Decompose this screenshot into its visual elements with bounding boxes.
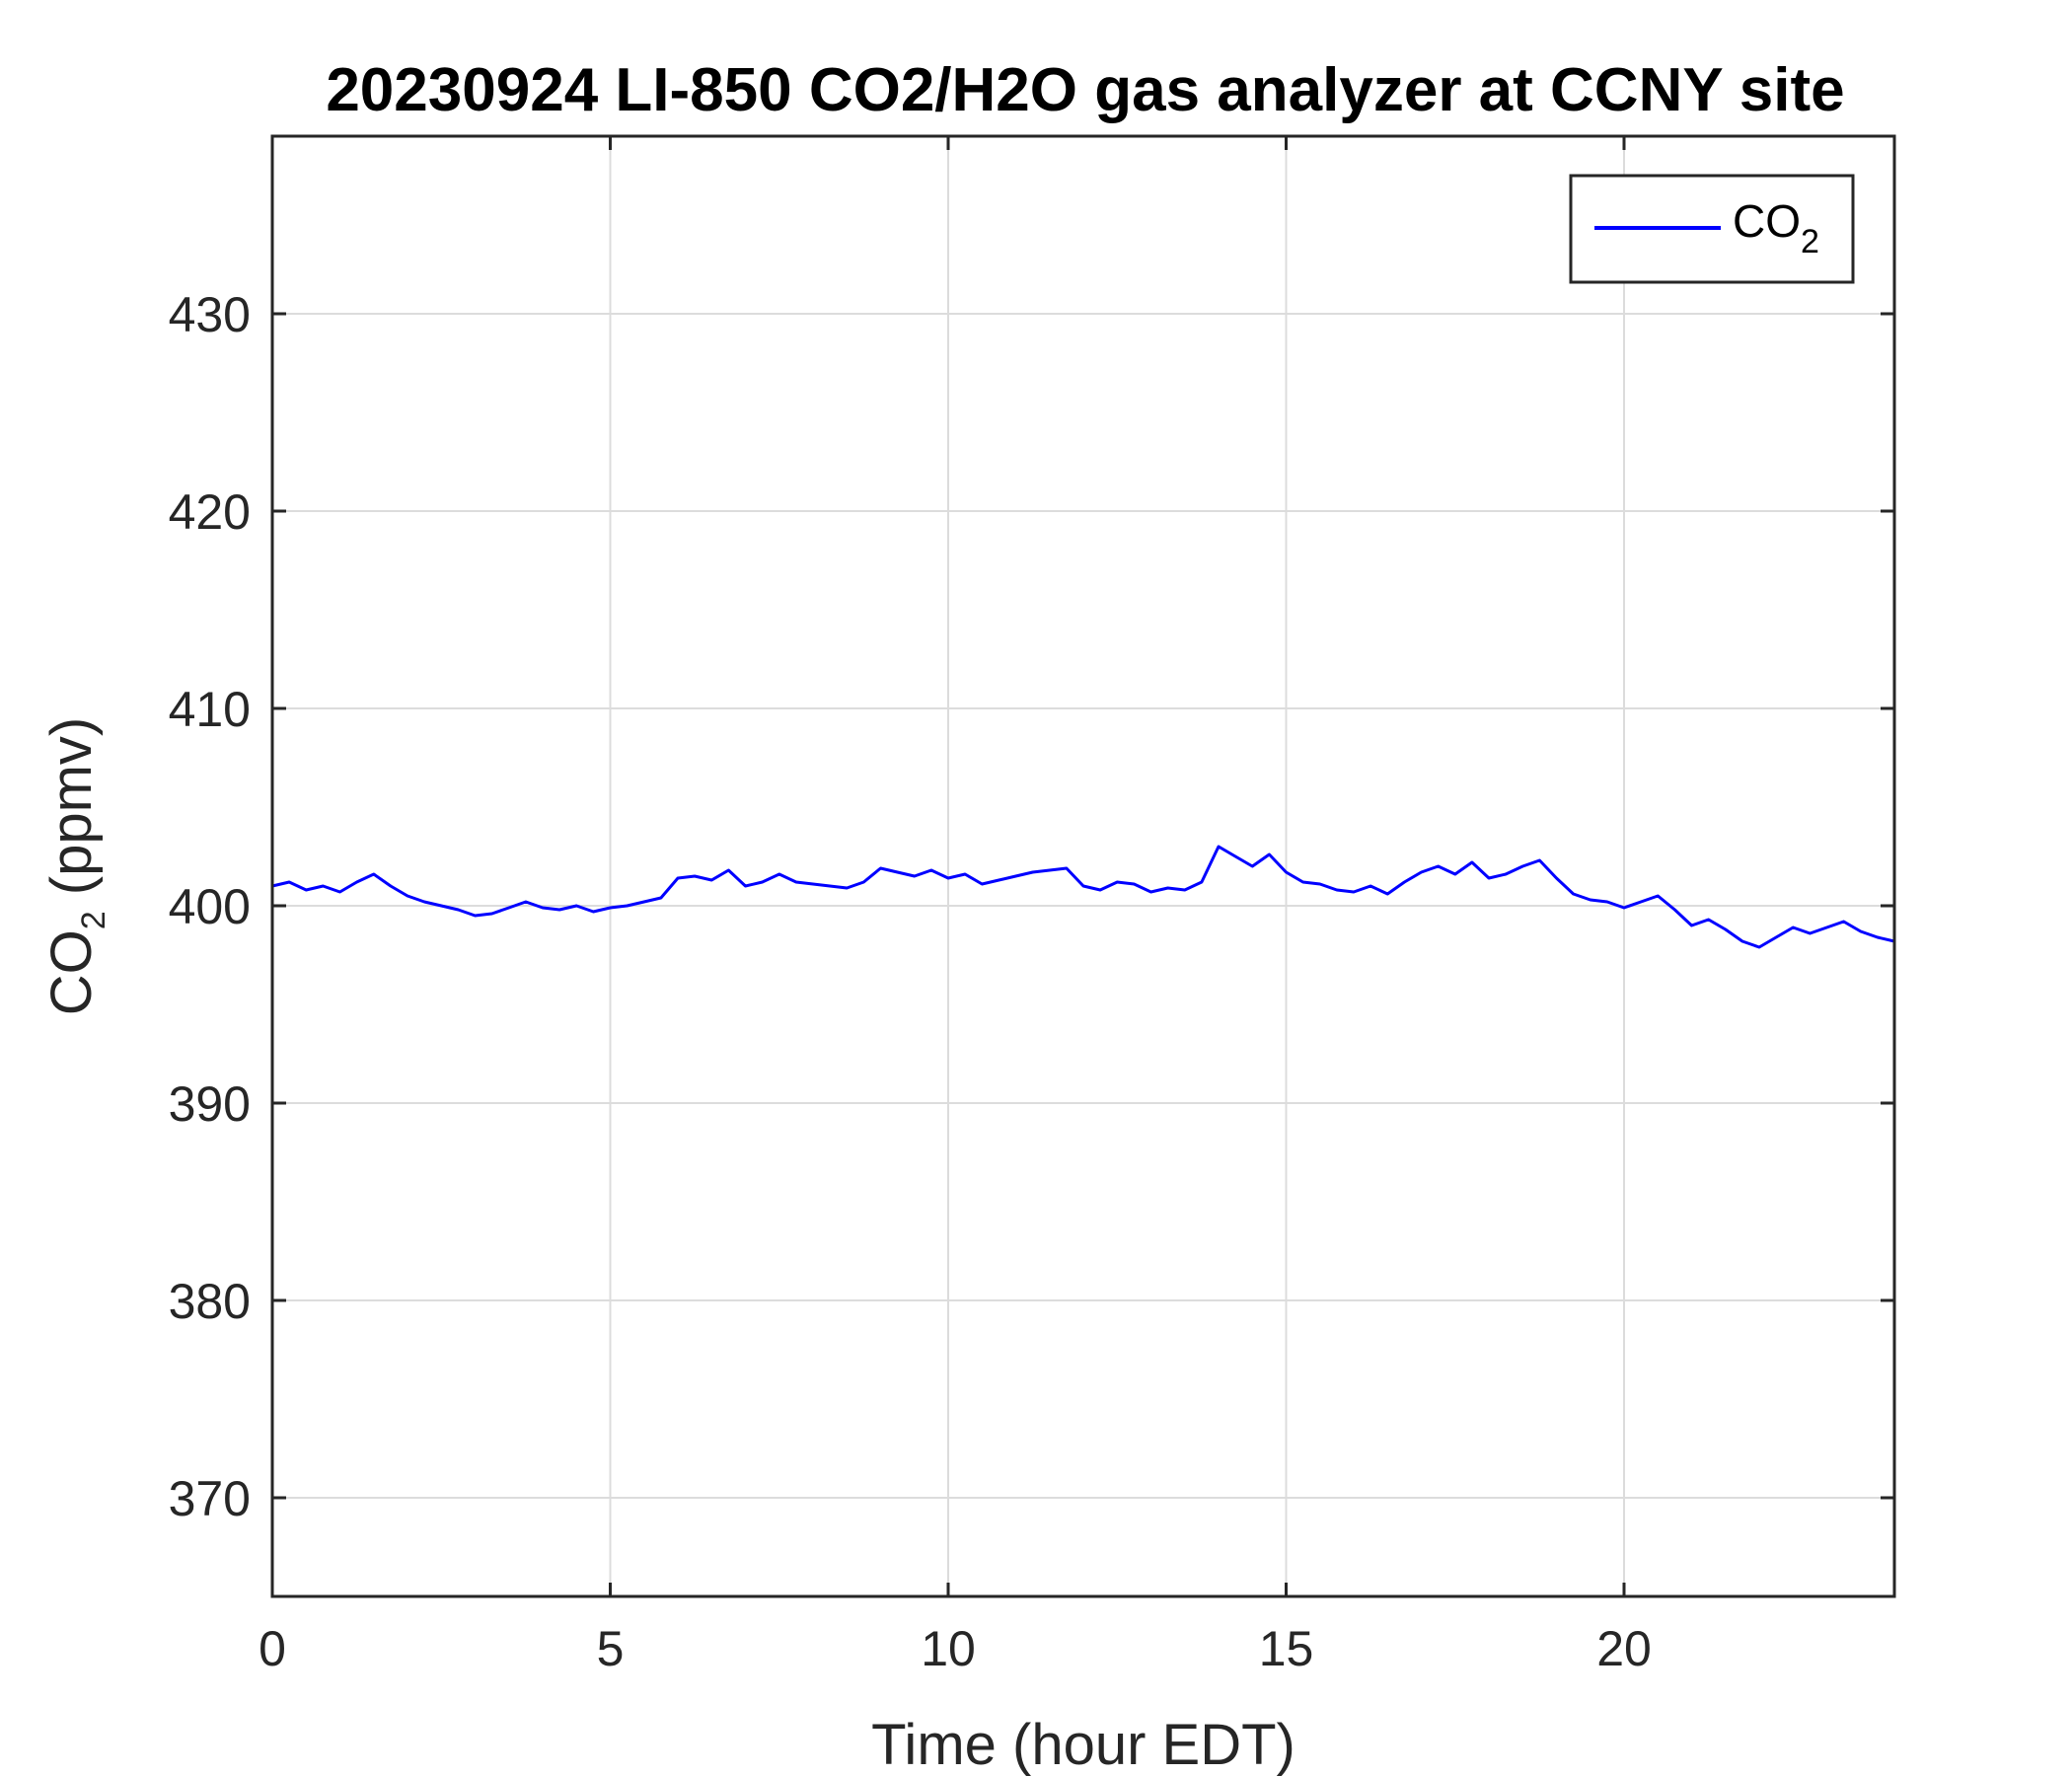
plot-frame xyxy=(270,134,1896,1598)
y-axis-label-suffix: (ppmv) xyxy=(39,717,104,912)
co2-series-line xyxy=(271,845,1895,949)
y-tick-label: 390 xyxy=(169,1076,251,1132)
x-tick-label: 0 xyxy=(259,1621,286,1676)
x-tick-label: 20 xyxy=(1596,1621,1652,1676)
x-tick-labels: 0 5 10 15 20 xyxy=(259,1621,1652,1676)
legend-label-subscript: 2 xyxy=(1801,223,1819,260)
y-tick-label: 420 xyxy=(169,484,251,540)
y-tick-label: 410 xyxy=(169,682,251,737)
grid xyxy=(271,136,1894,1596)
y-tick-label: 430 xyxy=(169,287,251,342)
legend-label-base: CO xyxy=(1733,195,1801,247)
chart-title: 20230924 LI-850 CO2/H2O gas analyzer at … xyxy=(326,56,1844,124)
x-tick-label: 15 xyxy=(1259,1621,1314,1676)
plot-area xyxy=(272,136,1894,1596)
data-layer xyxy=(271,845,1895,949)
legend: CO2 xyxy=(1569,174,1855,284)
y-tick-labels: 370 380 390 400 410 420 430 xyxy=(169,287,251,1526)
y-axis-label: CO2 (ppmv) xyxy=(39,717,112,1016)
x-tick-label: 5 xyxy=(597,1621,625,1676)
ticks xyxy=(270,136,1894,1596)
y-tick-label: 380 xyxy=(169,1274,251,1329)
x-axis-label: Time (hour EDT) xyxy=(871,1713,1295,1776)
x-tick-label: 10 xyxy=(921,1621,976,1676)
legend-label: CO2 xyxy=(1733,195,1819,260)
y-axis-label-subscript: 2 xyxy=(75,911,112,929)
y-tick-label: 400 xyxy=(169,879,251,934)
y-axis-label-base: CO xyxy=(39,929,104,1015)
y-tick-label: 370 xyxy=(169,1471,251,1526)
